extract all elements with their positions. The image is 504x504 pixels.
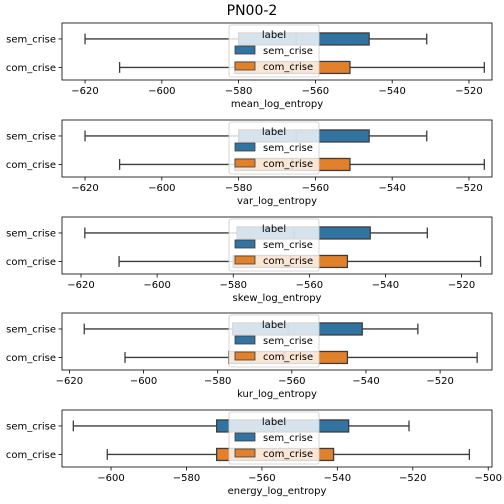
legend-label: sem_crise xyxy=(263,336,313,347)
y-tick-label: com_crise xyxy=(6,450,56,461)
x-tick-label: −540 xyxy=(372,280,399,291)
x-tick-label: −600 xyxy=(143,280,170,291)
y-tick-label: sem_crise xyxy=(6,324,56,335)
legend: label sem_crise com_crise xyxy=(229,315,319,367)
x-tick-label: −540 xyxy=(378,183,405,194)
chart-panel: sem_crise com_crise −620 −600 −580 −560 −540 −5… xyxy=(6,313,492,400)
legend-swatch-sem_crise xyxy=(235,46,255,54)
legend-title: label xyxy=(262,224,286,235)
x-tick-label: −560 xyxy=(296,280,323,291)
legend-label: sem_crise xyxy=(263,143,313,154)
legend-label: com_crise xyxy=(263,256,313,267)
x-tick-label: −520 xyxy=(455,183,482,194)
x-axis-label: mean_log_entropy xyxy=(231,99,323,110)
chart-panels: sem_crise com_crise −620 −600 −580 −560 −540 −5… xyxy=(6,23,502,497)
x-tick-label: −560 xyxy=(278,376,305,387)
legend-swatch-sem_crise xyxy=(235,143,255,151)
y-tick-label: com_crise xyxy=(6,353,56,364)
x-tick-label: −600 xyxy=(148,183,175,194)
y-tick-label: sem_crise xyxy=(6,34,56,45)
x-axis-label: energy_log_entropy xyxy=(228,486,327,497)
y-tick-label: sem_crise xyxy=(6,131,56,142)
x-tick-label: −600 xyxy=(148,86,175,97)
x-tick-label: −540 xyxy=(352,376,379,387)
chart-panel: sem_crise com_crise −600 −580 −560 −540 −520 −5… xyxy=(6,410,502,497)
legend-title: label xyxy=(262,127,286,138)
x-tick-label: −560 xyxy=(302,183,329,194)
y-tick-label: sem_crise xyxy=(6,228,56,239)
legend-swatch-com_crise xyxy=(235,256,255,264)
x-tick-label: −580 xyxy=(204,376,231,387)
legend: label sem_crise com_crise xyxy=(229,122,319,174)
x-tick-label: −520 xyxy=(399,473,426,484)
x-tick-label: −620 xyxy=(67,280,94,291)
legend-swatch-com_crise xyxy=(235,449,255,457)
x-tick-label: −580 xyxy=(173,473,200,484)
x-tick-label: −540 xyxy=(378,86,405,97)
chart-panel: sem_crise com_crise −620 −600 −580 −560 −540 −5… xyxy=(6,23,492,110)
legend-swatch-com_crise xyxy=(235,62,255,70)
legend-label: sem_crise xyxy=(263,433,313,444)
y-tick-label: sem_crise xyxy=(6,421,56,432)
legend-swatch-sem_crise xyxy=(235,336,255,344)
legend-label: com_crise xyxy=(263,62,313,73)
x-tick-label: −500 xyxy=(474,473,501,484)
x-tick-label: −580 xyxy=(225,183,252,194)
legend-label: sem_crise xyxy=(263,240,313,251)
legend-label: sem_crise xyxy=(263,46,313,57)
legend-title: label xyxy=(262,320,286,331)
x-tick-label: −620 xyxy=(56,376,83,387)
x-tick-label: −560 xyxy=(248,473,275,484)
figure-title: PN00-2 xyxy=(227,3,278,19)
x-tick-label: −520 xyxy=(455,86,482,97)
x-tick-label: −520 xyxy=(426,376,453,387)
y-tick-label: com_crise xyxy=(6,63,56,74)
legend: label sem_crise com_crise xyxy=(229,412,319,464)
x-tick-label: −580 xyxy=(220,280,247,291)
x-axis-label: var_log_entropy xyxy=(237,196,317,207)
legend-swatch-com_crise xyxy=(235,159,255,167)
x-tick-label: −620 xyxy=(71,86,98,97)
x-tick-label: −560 xyxy=(302,86,329,97)
x-tick-label: −540 xyxy=(324,473,351,484)
y-tick-label: com_crise xyxy=(6,160,56,171)
x-tick-label: −600 xyxy=(130,376,157,387)
legend: label sem_crise com_crise xyxy=(229,219,319,271)
x-tick-label: −600 xyxy=(97,473,124,484)
y-tick-label: com_crise xyxy=(6,257,56,268)
legend-label: com_crise xyxy=(263,352,313,363)
chart-panel: sem_crise com_crise −620 −600 −580 −560 −540 −5… xyxy=(6,120,492,207)
legend-title: label xyxy=(262,30,286,41)
x-tick-label: −620 xyxy=(71,183,98,194)
legend-label: com_crise xyxy=(263,159,313,170)
legend-swatch-sem_crise xyxy=(235,433,255,441)
legend: label sem_crise com_crise xyxy=(229,25,319,77)
legend-swatch-com_crise xyxy=(235,352,255,360)
legend-title: label xyxy=(262,417,286,428)
x-axis-label: skew_log_entropy xyxy=(233,293,322,304)
chart-panel: sem_crise com_crise −620 −600 −580 −560 −540 −5… xyxy=(6,217,492,304)
x-axis-label: kur_log_entropy xyxy=(237,389,317,400)
x-tick-label: −520 xyxy=(448,280,475,291)
legend-swatch-sem_crise xyxy=(235,240,255,248)
x-tick-label: −580 xyxy=(225,86,252,97)
legend-label: com_crise xyxy=(263,449,313,460)
